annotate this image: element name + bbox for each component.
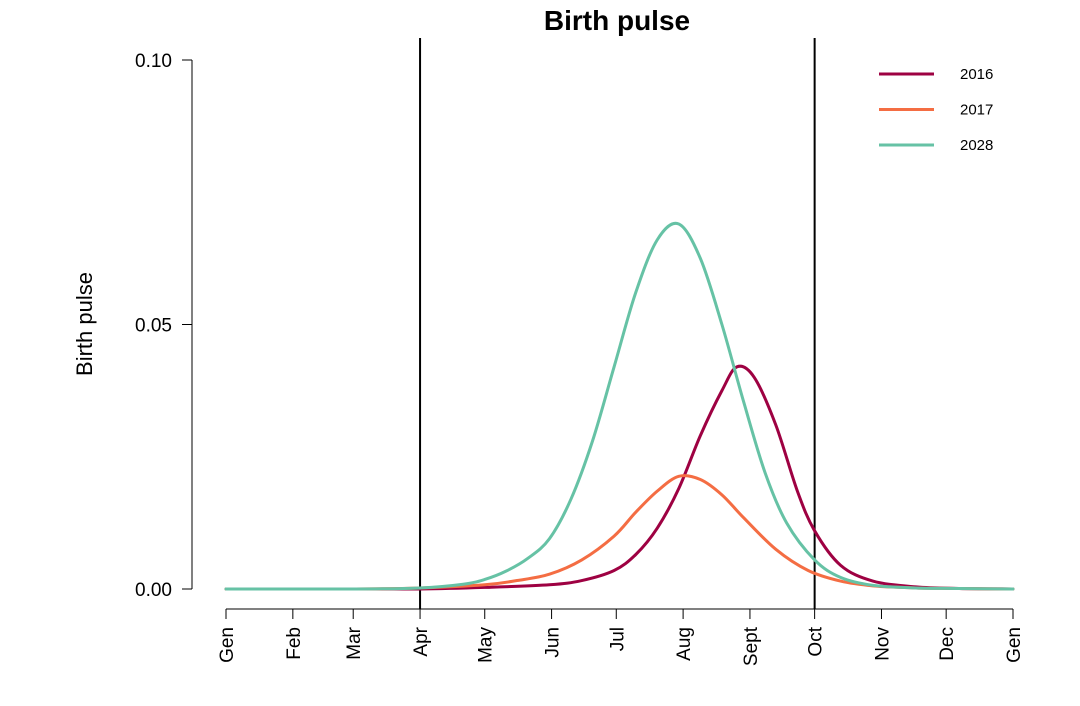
- x-tick-label: Feb: [284, 627, 305, 660]
- x-tick-label: Gen: [1004, 627, 1025, 663]
- x-tick-label: Jul: [607, 627, 628, 651]
- series-line-2016: [224, 364, 1015, 591]
- x-tick-label: Jun: [543, 627, 564, 658]
- legend-label-2017: 2017: [960, 102, 993, 119]
- x-tick-label: Mar: [344, 626, 365, 659]
- legend-label-2028: 2028: [960, 137, 993, 154]
- x-tick-label: Aug: [674, 627, 695, 661]
- y-axis: 0.00 0.05 0.10: [135, 51, 193, 601]
- chart-title: Birth pulse: [544, 5, 690, 36]
- x-tick-label: Nov: [872, 627, 893, 661]
- x-tick-label: Gen: [217, 627, 238, 663]
- y-axis-label: Birth pulse: [72, 272, 97, 376]
- series-line-2017: [224, 474, 1015, 591]
- series-lines: [224, 221, 1015, 591]
- x-axis: Gen Feb Mar Apr May Jun Jul Aug Sept Oct Nov Dec Gen: [217, 608, 1025, 666]
- vertical-reference-lines: [419, 38, 816, 609]
- x-tick-label: Apr: [411, 626, 432, 656]
- legend: 2016 2017 2028: [879, 66, 993, 154]
- y-tick-label: 0.00: [135, 580, 172, 601]
- x-tick-label: Sept: [741, 626, 762, 666]
- legend-label-2016: 2016: [960, 66, 993, 83]
- x-tick-label: May: [476, 627, 497, 663]
- x-tick-label: Oct: [806, 626, 827, 656]
- y-tick-label: 0.05: [135, 316, 172, 337]
- y-tick-label: 0.10: [135, 51, 172, 72]
- x-tick-label: Dec: [937, 627, 958, 661]
- series-line-2028: [224, 221, 1015, 591]
